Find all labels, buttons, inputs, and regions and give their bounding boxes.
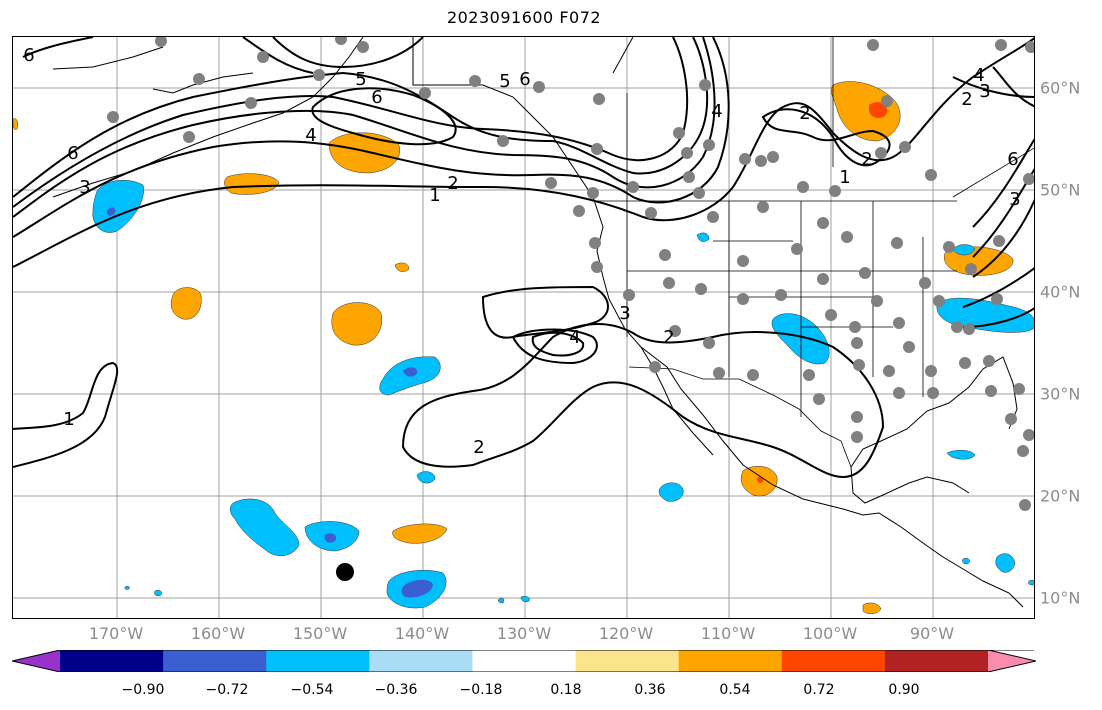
contour-label: 5 — [499, 71, 510, 92]
chart-title: 2023091600 F072 — [446, 8, 602, 27]
colorbar-segment — [575, 650, 680, 672]
orange-area — [331, 302, 383, 346]
blue-area — [497, 597, 505, 604]
contour-label: 2 — [447, 173, 458, 194]
colorbar-tick: 0.18 — [550, 682, 582, 698]
blue-area — [403, 367, 418, 377]
contour-label: 4 — [973, 65, 984, 86]
orange-area — [862, 602, 882, 614]
orange-area — [394, 262, 410, 272]
orange-area — [392, 523, 448, 544]
lat-label: 40°N — [1040, 282, 1081, 302]
lon-label: 100°W — [802, 624, 858, 643]
colorbar-tick: −0.18 — [459, 682, 503, 698]
contour-label: 3 — [1009, 189, 1020, 210]
contour-label: 3 — [979, 81, 990, 102]
orange-area — [757, 476, 764, 483]
lon-label: 170°W — [88, 624, 144, 643]
shaded-anomalies — [13, 81, 1034, 614]
blue-area — [324, 533, 337, 543]
blue-area — [946, 450, 976, 460]
colorbar-tick: 0.90 — [888, 682, 920, 698]
lat-label: 30°N — [1040, 384, 1081, 404]
contour-label: 4 — [305, 125, 316, 146]
lon-label: 110°W — [700, 624, 756, 643]
contour-label: 2 — [961, 89, 972, 110]
blue-area — [658, 482, 684, 502]
blue-area — [230, 498, 300, 557]
contour-label: 2 — [663, 327, 674, 348]
colorbar-segment — [781, 650, 886, 672]
lon-label: 140°W — [394, 624, 450, 643]
blue-area — [401, 579, 433, 598]
blue-area — [520, 595, 530, 603]
orange-area — [13, 118, 19, 130]
contour-labels: 6 5 6 4 3 6 2 1 6 5 4 2 1 2 3 6 4 2 3 3 … — [23, 45, 1020, 458]
blue-area — [416, 471, 436, 484]
blue-area — [995, 553, 1016, 573]
contour-label: 6 — [23, 45, 34, 66]
lon-label: 150°W — [292, 624, 348, 643]
contour-label: 4 — [569, 327, 580, 348]
contour-label: 1 — [839, 167, 850, 188]
colorbar-segment — [369, 650, 473, 672]
contour-label: 1 — [63, 409, 74, 430]
colorbar-tick: −0.72 — [205, 682, 249, 698]
blue-area — [696, 232, 710, 242]
blue-area — [107, 207, 116, 216]
colorbar-segment — [60, 650, 164, 672]
colorbar-segment — [163, 650, 267, 672]
lat-label: 50°N — [1040, 180, 1081, 200]
colorbar-segment — [266, 650, 370, 672]
colorbar-tick: −0.36 — [374, 682, 418, 698]
colorbar-segment — [472, 650, 577, 672]
contour-label: 6 — [1007, 149, 1018, 170]
orange-area — [831, 81, 901, 142]
colorbar-tick: 0.36 — [634, 682, 666, 698]
blue-area — [1028, 579, 1034, 586]
colorbar-tick: 0.54 — [719, 682, 751, 698]
contour-label: 4 — [711, 101, 722, 122]
contour-label: 3 — [79, 177, 90, 198]
lon-label: 120°W — [598, 624, 654, 643]
blue-area — [124, 585, 130, 590]
blue-area — [154, 589, 162, 597]
storm-marker — [336, 563, 354, 581]
lon-label: 130°W — [496, 624, 552, 643]
orange-area — [224, 173, 280, 195]
contour-label: 2 — [473, 437, 484, 458]
contour-label: 6 — [371, 87, 382, 108]
map-frame: 6 5 6 4 3 6 2 1 6 5 4 2 1 2 3 6 4 2 3 3 … — [12, 36, 1035, 619]
blue-area — [962, 557, 970, 565]
colorbar — [12, 650, 1036, 672]
colorbar-segment — [884, 650, 989, 672]
lat-label: 60°N — [1040, 78, 1081, 98]
lon-label: 160°W — [190, 624, 246, 643]
contour-label: 5 — [355, 69, 366, 90]
map-canvas: 6 5 6 4 3 6 2 1 6 5 4 2 1 2 3 6 4 2 3 3 … — [13, 37, 1034, 618]
lat-label: 10°N — [1040, 588, 1081, 608]
lat-label: 20°N — [1040, 486, 1081, 506]
contour-label: 6 — [519, 69, 530, 90]
blue-area — [92, 179, 144, 233]
blue-area — [952, 244, 976, 256]
colorbar-segment — [678, 650, 783, 672]
contour-label: 6 — [67, 143, 78, 164]
orange-area — [170, 287, 202, 320]
contour-label: 2 — [861, 149, 872, 170]
colorbar-extend-min — [12, 650, 60, 672]
colorbar-tick: −0.54 — [290, 682, 334, 698]
lon-label: 90°W — [909, 624, 955, 643]
contour-label: 2 — [799, 103, 810, 124]
colorbar-tick: 0.72 — [803, 682, 835, 698]
stations — [107, 37, 1034, 511]
colorbar-extend-max — [988, 650, 1036, 672]
orange-area — [869, 102, 888, 119]
political-borders — [593, 37, 1034, 468]
colorbar-tick: −0.90 — [121, 682, 165, 698]
contour-label: 3 — [619, 303, 630, 324]
orange-area — [328, 132, 401, 174]
contour-label: 1 — [429, 185, 440, 206]
